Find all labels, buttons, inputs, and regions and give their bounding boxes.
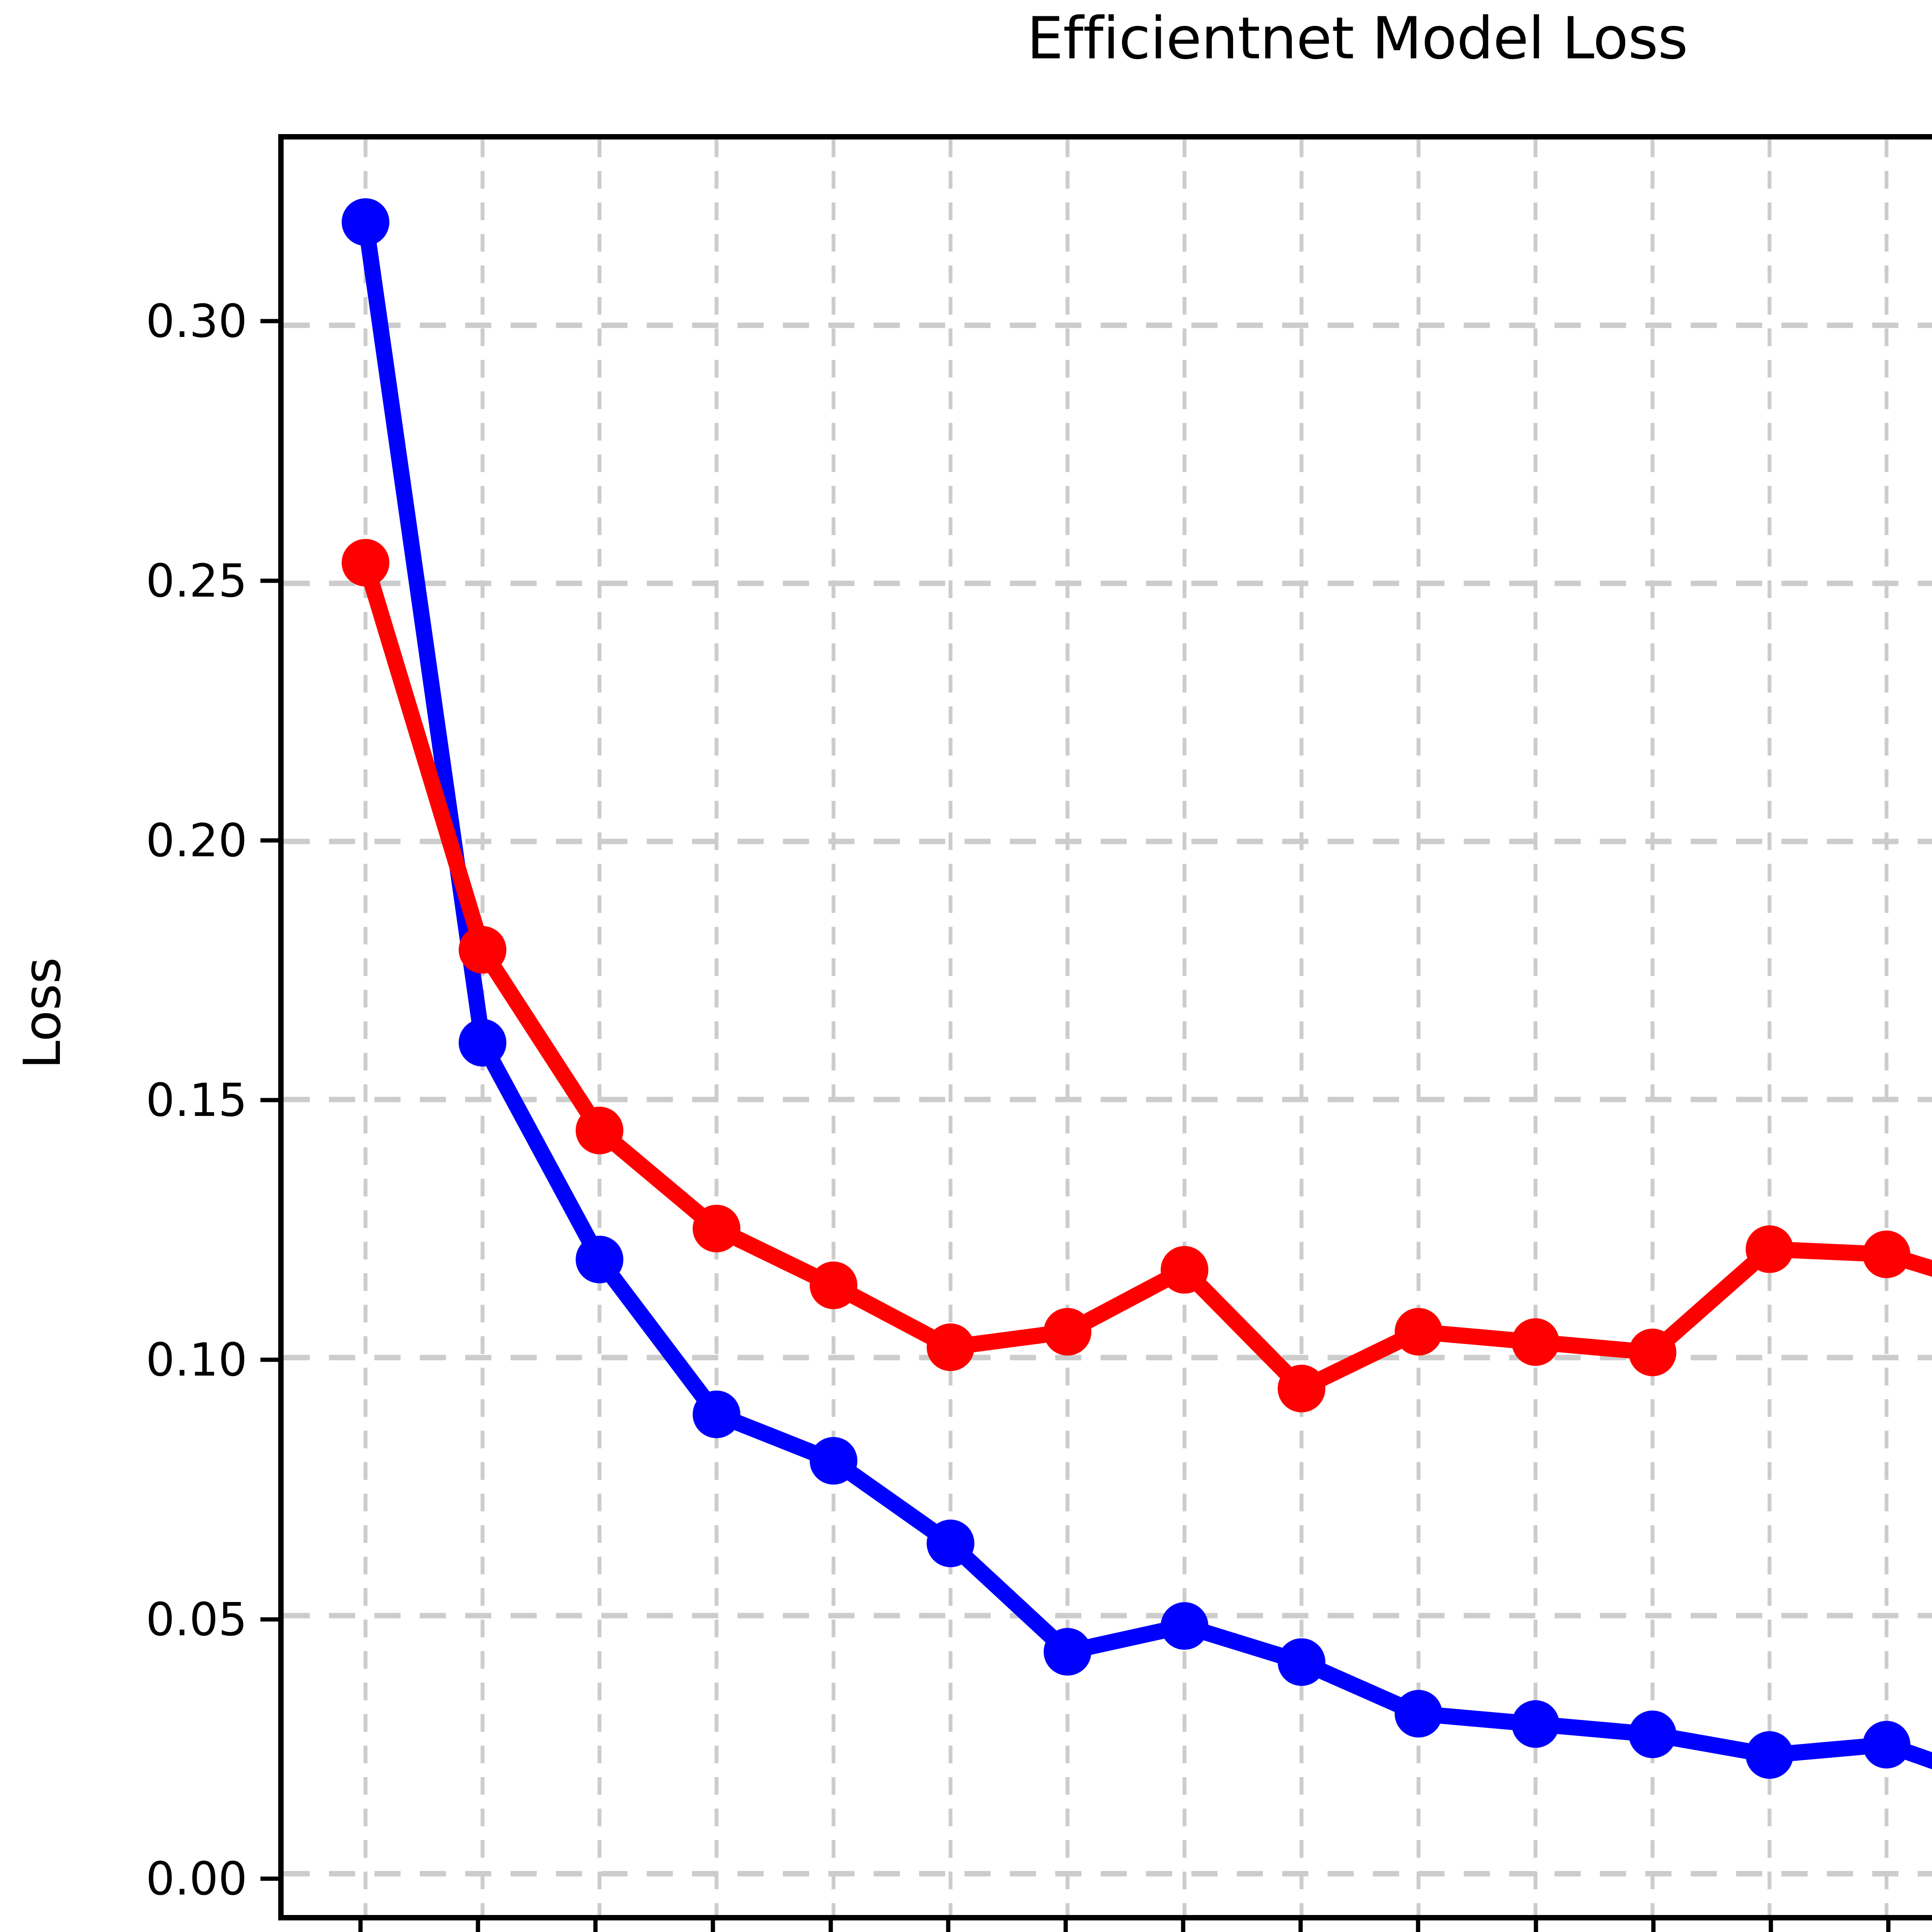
- data-point: [342, 198, 389, 246]
- x-tick-mark: [1651, 1920, 1656, 1932]
- data-point: [1277, 1364, 1326, 1413]
- data-series-layer: [342, 198, 1932, 1779]
- y-tick-label: 0.15: [146, 1073, 247, 1127]
- x-tick-mark: [1416, 1920, 1420, 1932]
- y-tick-mark: [260, 578, 278, 583]
- x-tick-mark: [476, 1920, 480, 1932]
- data-point: [342, 539, 389, 587]
- y-tick-label: 0.25: [146, 554, 247, 607]
- y-tick-mark: [260, 1876, 278, 1881]
- data-point: [810, 1261, 857, 1310]
- data-point: [1628, 1710, 1677, 1759]
- y-tick-label: 0.30: [146, 294, 247, 348]
- y-tick-mark: [260, 1098, 278, 1102]
- x-tick-mark: [1534, 1920, 1538, 1932]
- y-axis-tick-marks: [255, 134, 278, 1920]
- y-axis-tick-labels: 0.00 0.05 0.10 0.15 0.20 0.25 0.30: [0, 134, 247, 1920]
- plot-area: [278, 134, 1932, 1920]
- data-point: [927, 1519, 975, 1567]
- x-tick-mark: [828, 1920, 833, 1932]
- y-tick-mark: [260, 1357, 278, 1362]
- data-point: [1512, 1700, 1560, 1748]
- chart-title: Efficientnet Model Loss: [1027, 5, 1688, 72]
- x-tick-mark: [358, 1920, 363, 1932]
- data-point: [1395, 1308, 1442, 1356]
- data-point: [1160, 1602, 1209, 1650]
- data-point: [1395, 1690, 1442, 1738]
- data-point: [575, 1235, 624, 1284]
- x-tick-mark: [1063, 1920, 1068, 1932]
- y-axis-label: Loss: [13, 957, 72, 1069]
- series-line-training-loss: [357, 214, 1932, 1769]
- x-tick-mark: [711, 1920, 715, 1932]
- y-tick-mark: [260, 319, 278, 323]
- data-point: [1862, 1721, 1910, 1769]
- y-tick-label: 0.20: [146, 813, 247, 867]
- data-point: [1160, 1246, 1209, 1294]
- y-tick-label: 0.05: [146, 1592, 247, 1646]
- x-tick-mark: [1769, 1920, 1773, 1932]
- x-tick-mark: [593, 1920, 598, 1932]
- data-point: [1512, 1318, 1560, 1366]
- x-tick-mark: [1298, 1920, 1303, 1932]
- data-point: [1745, 1225, 1794, 1273]
- y-tick-mark: [260, 1617, 278, 1622]
- x-tick-mark: [1181, 1920, 1185, 1932]
- data-point: [1277, 1638, 1326, 1686]
- data-point: [1745, 1731, 1794, 1779]
- y-tick-label: 0.10: [146, 1333, 247, 1386]
- data-point: [1044, 1628, 1092, 1676]
- data-point: [810, 1437, 857, 1485]
- grid-lines: [284, 139, 1932, 1915]
- y-tick-mark: [260, 838, 278, 843]
- x-tick-mark: [1886, 1920, 1891, 1932]
- data-point: [575, 1107, 624, 1155]
- plot-inner: [284, 139, 1932, 1915]
- data-point: [459, 926, 507, 974]
- data-point: [692, 1390, 741, 1438]
- x-tick-mark: [946, 1920, 951, 1932]
- data-point: [927, 1323, 975, 1371]
- y-tick-label: 0.00: [146, 1852, 247, 1906]
- data-point: [1044, 1308, 1092, 1356]
- data-point: [459, 1019, 507, 1067]
- data-point: [1862, 1230, 1910, 1278]
- data-point: [692, 1204, 741, 1253]
- data-point: [1628, 1328, 1677, 1376]
- x-axis-tick-marks: [278, 1920, 1932, 1932]
